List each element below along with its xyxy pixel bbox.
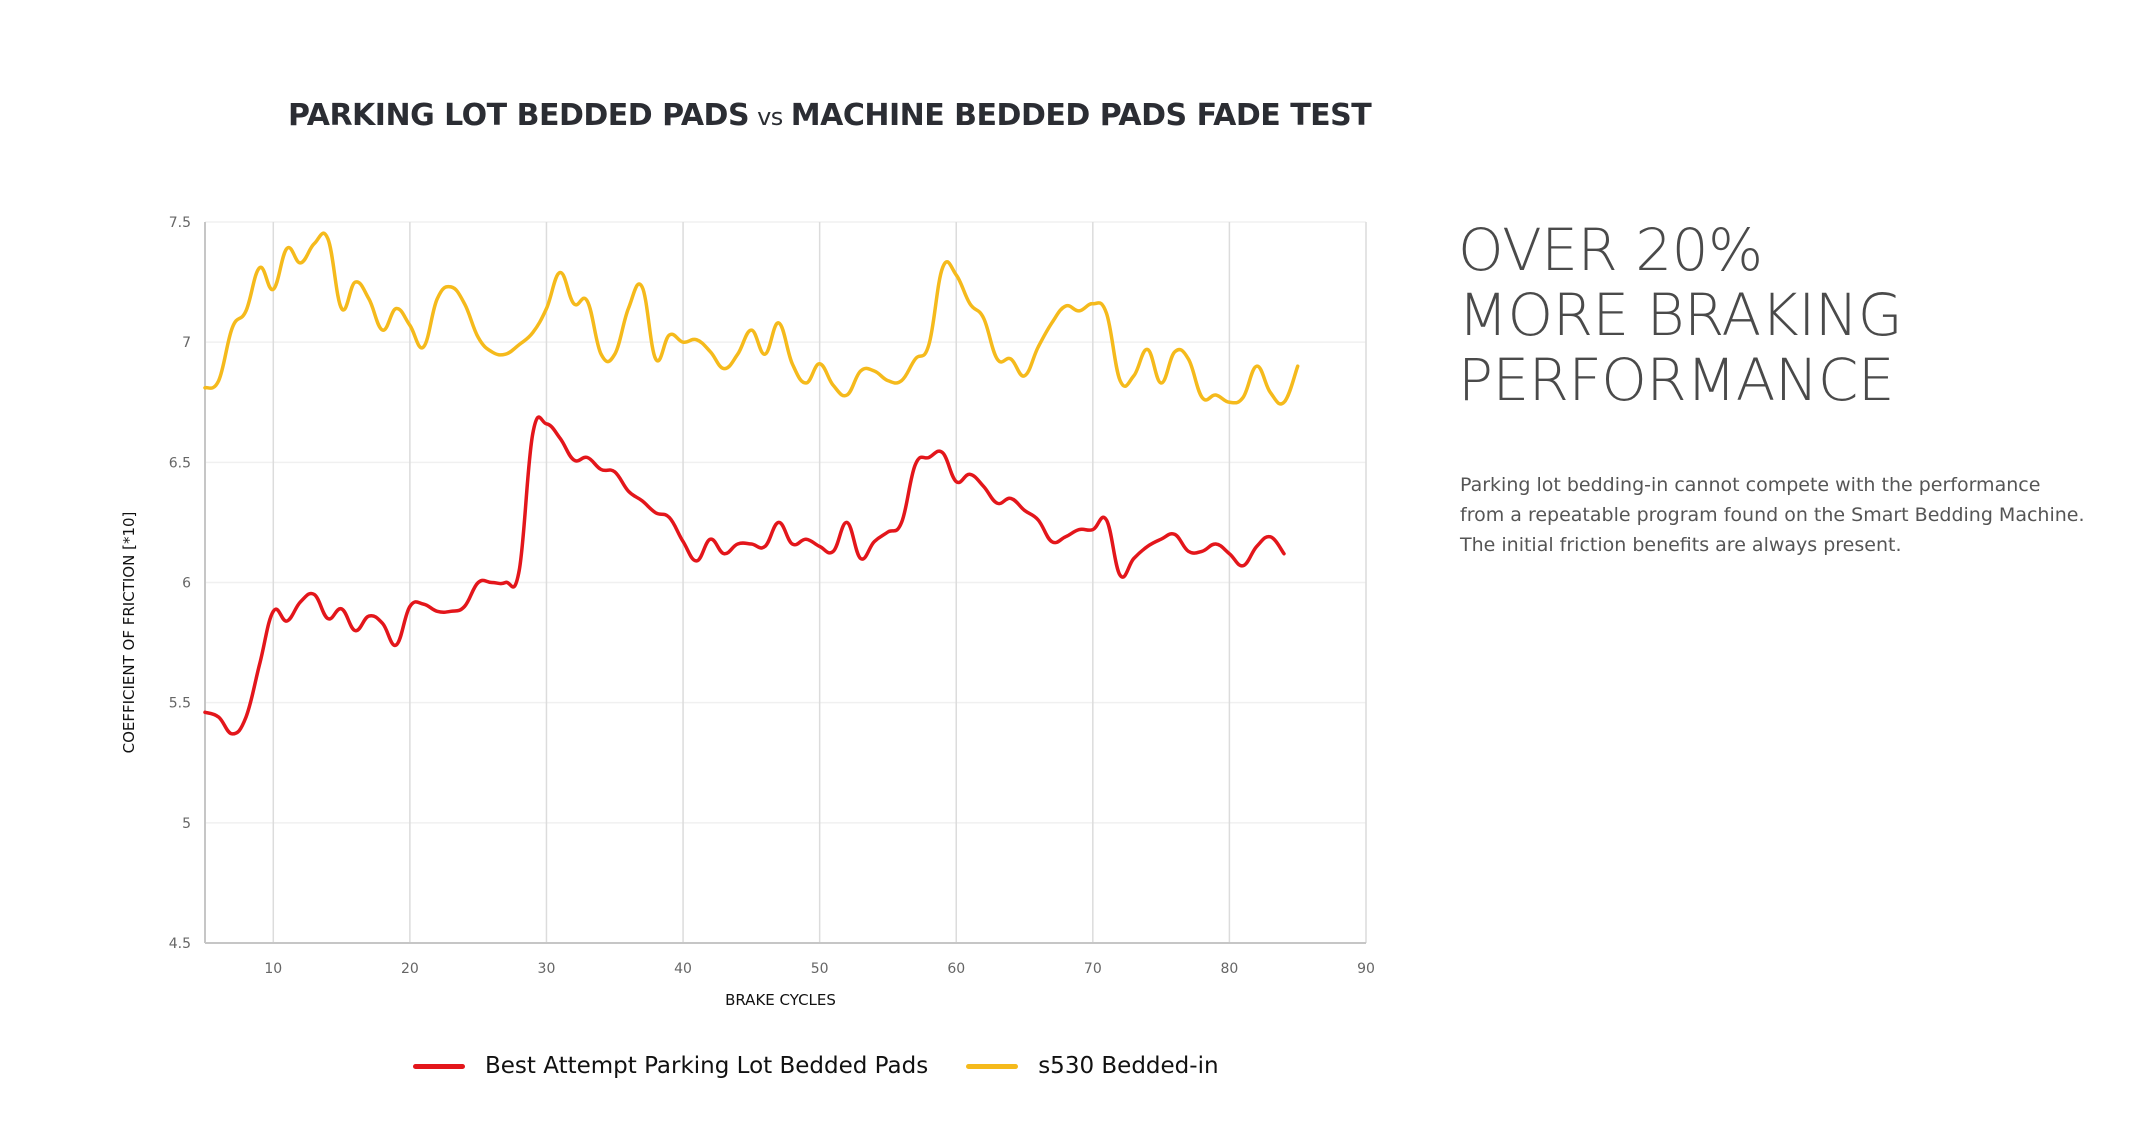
series-line-s530: [203, 231, 1300, 406]
description-line-2: from a repeatable program found on the S…: [1460, 504, 2085, 526]
y-tick-label: 6.5: [169, 455, 191, 471]
legend-swatch-red: [413, 1063, 465, 1069]
gridlines: [205, 221, 1367, 943]
y-axis-title: COEFFICIENT OF FRICTION [*10]: [120, 512, 138, 754]
x-tick-label: 80: [1220, 961, 1238, 977]
y-tick-label: 5.5: [169, 696, 191, 712]
chart-title: PARKING LOT BEDDED PADS vs MACHINE BEDDED …: [288, 98, 1372, 133]
chart-title-part1: PARKING LOT BEDDED PADS: [288, 98, 750, 133]
y-tick-label: 7: [182, 335, 191, 351]
x-tick-labels: 10 20 30 40 50 60 70 80 90: [264, 961, 1375, 977]
y-tick-label: 7.5: [169, 215, 191, 231]
chart-legend: Best Attempt Parking Lot Bedded Pads s53…: [413, 1053, 1257, 1079]
series: [203, 231, 1300, 736]
headline-line-3: PERFORMANCE: [1458, 346, 1895, 414]
x-tick-label: 50: [811, 961, 829, 977]
x-tick-label: 70: [1084, 961, 1102, 977]
x-tick-label: 60: [947, 961, 965, 977]
x-tick-label: 30: [538, 961, 556, 977]
headline: OVER 20% MORE BRAKING PERFORMANCE: [1458, 216, 1903, 414]
legend-item-parking-lot: Best Attempt Parking Lot Bedded Pads: [413, 1053, 928, 1079]
chart-title-vs: vs: [757, 103, 783, 131]
legend-label: s530 Bedded-in: [1038, 1053, 1219, 1079]
x-tick-label: 10: [264, 961, 282, 977]
y-tick-label: 6: [182, 576, 191, 592]
legend-swatch-yellow: [966, 1063, 1019, 1069]
description-text: Parking lot bedding-in cannot compete wi…: [1460, 470, 2100, 560]
chart-title-part2: MACHINE BEDDED PADS FADE TEST: [790, 98, 1372, 133]
headline-line-1: OVER 20%: [1458, 216, 1763, 284]
axes: [204, 222, 1366, 944]
line-chart: 4.5 5 5.5 6 6.5 7 7.5 10 20 30 40 50 60 70 80 90 BRAKE…: [120, 215, 1375, 1009]
description-line-1: Parking lot bedding-in cannot compete wi…: [1460, 474, 2041, 496]
x-tick-label: 90: [1357, 961, 1375, 977]
description-line-3: The initial friction benefits are always…: [1460, 534, 1902, 556]
x-axis-title: BRAKE CYCLES: [725, 991, 836, 1009]
y-tick-labels: 4.5 5 5.5 6 6.5 7 7.5: [169, 215, 191, 952]
y-tick-label: 5: [182, 816, 191, 832]
y-tick-label: 4.5: [169, 936, 191, 952]
legend-item-s530: s530 Bedded-in: [966, 1053, 1219, 1079]
x-tick-label: 40: [674, 961, 692, 977]
series-line-parking-lot: [203, 415, 1286, 736]
x-tick-label: 20: [401, 961, 419, 977]
headline-line-2: MORE BRAKING: [1458, 281, 1903, 349]
legend-label: Best Attempt Parking Lot Bedded Pads: [485, 1053, 929, 1079]
